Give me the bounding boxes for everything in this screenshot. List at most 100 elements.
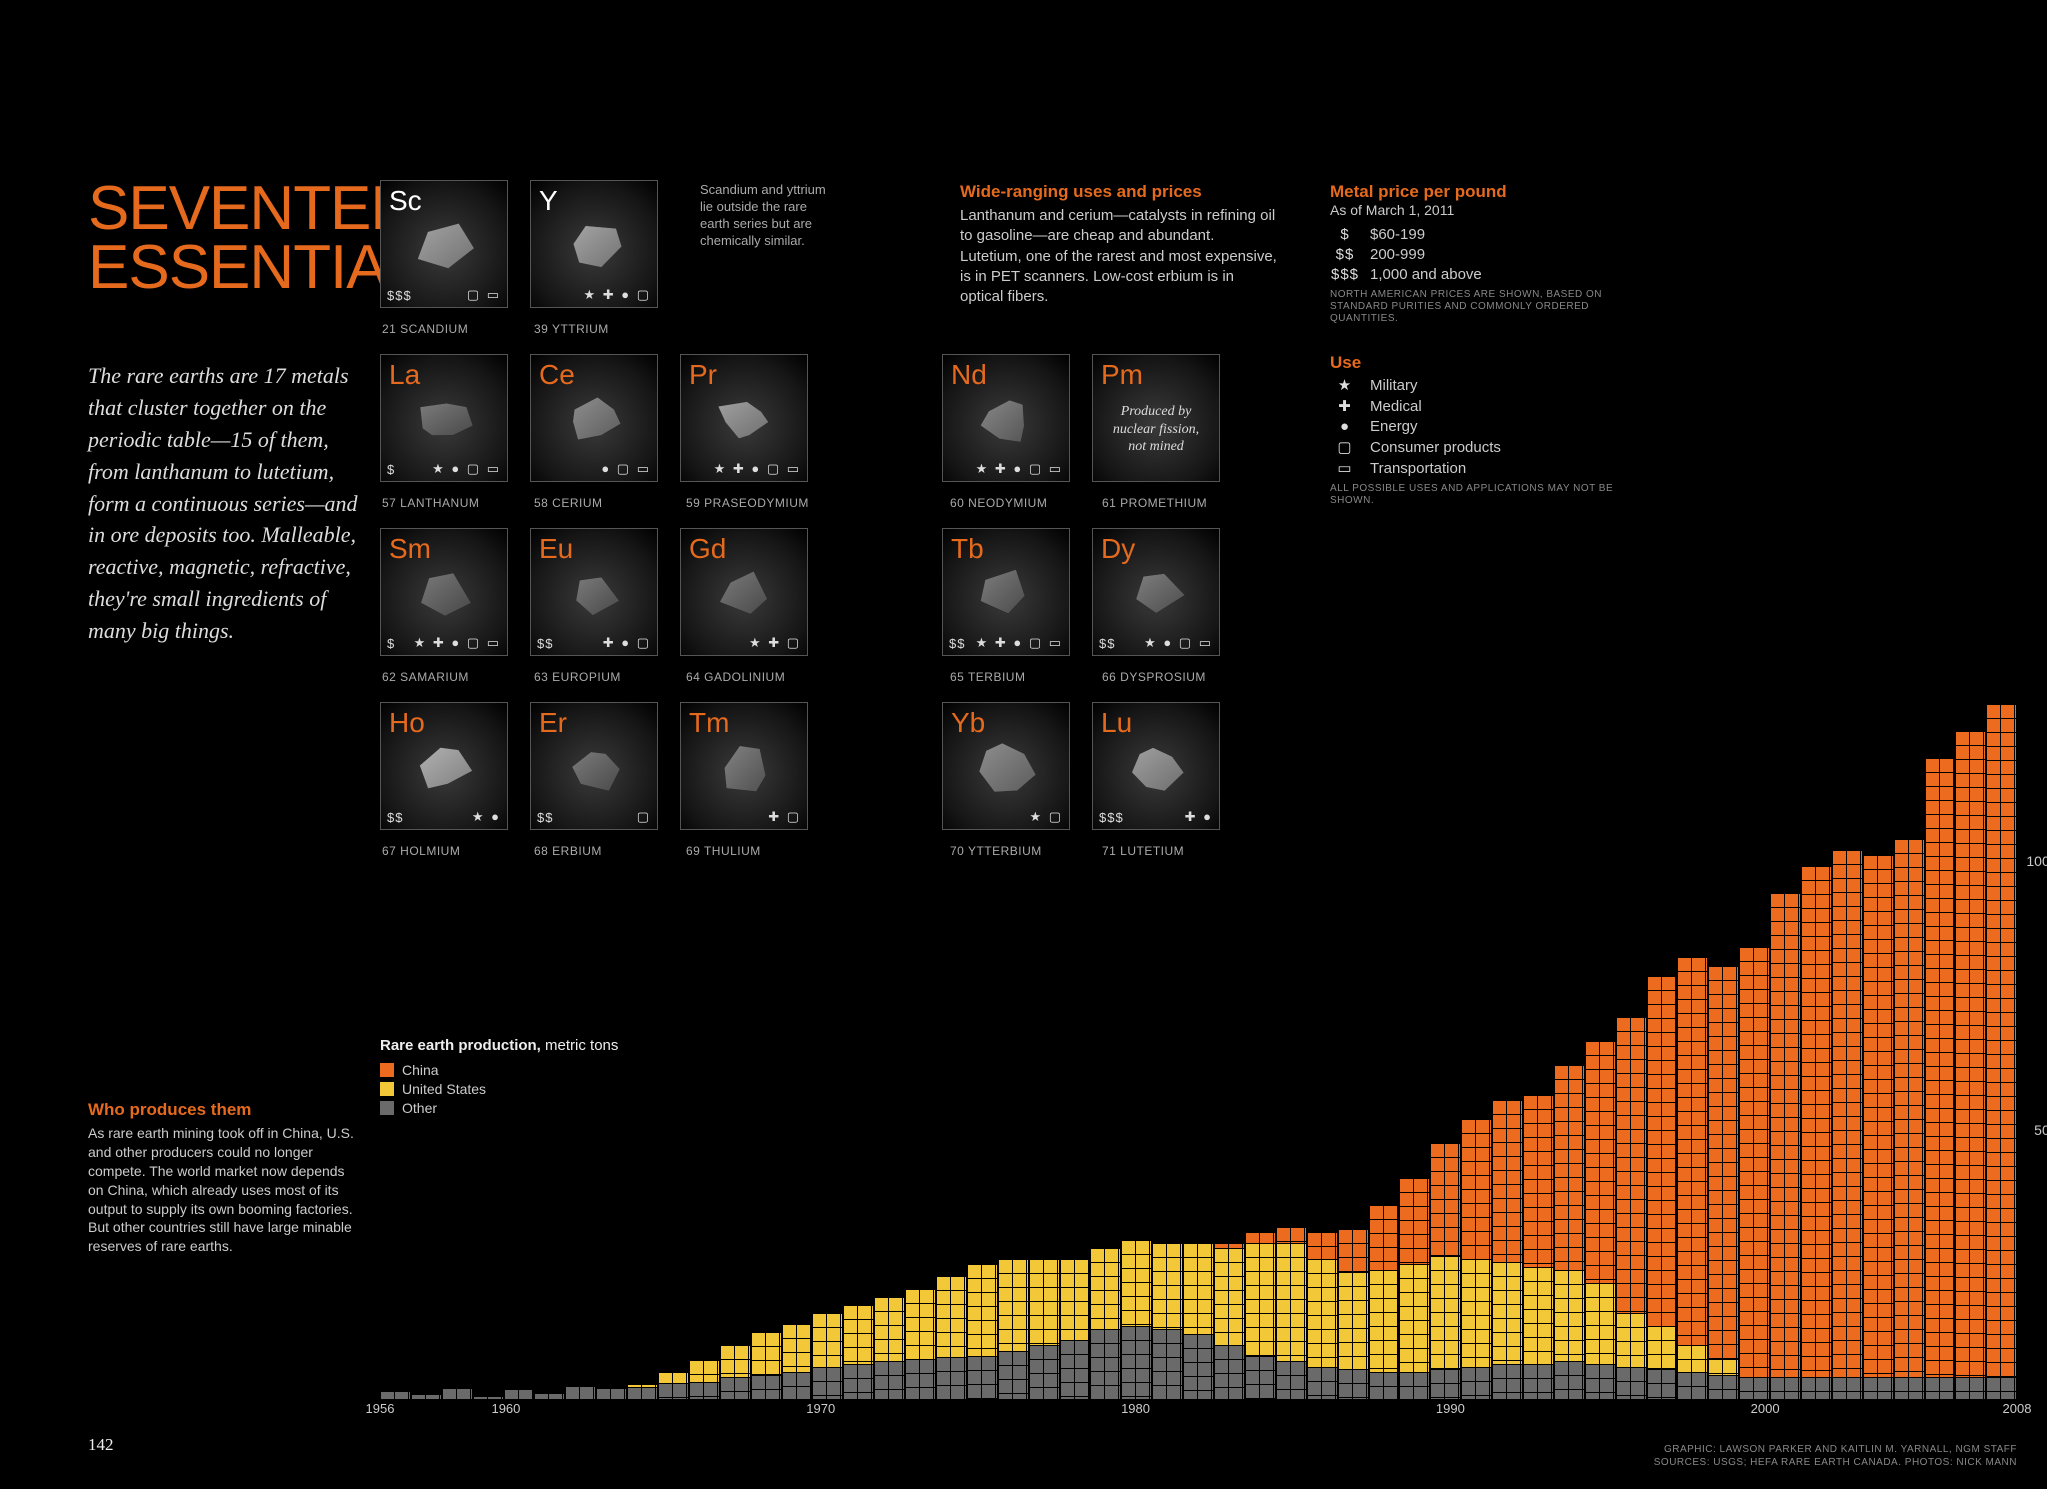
bar-segment-other	[1801, 1377, 1831, 1399]
element-card-tb: Tb$$★ ✚ ● ▢ ▭	[942, 528, 1070, 656]
production-chart: Rare earth production, metric tons China…	[380, 1059, 2017, 1419]
price-legend-sub: As of March 1, 2011	[1330, 202, 1660, 218]
year-bar	[905, 1289, 935, 1399]
year-bar	[1121, 1240, 1151, 1399]
year-bar	[596, 1388, 626, 1399]
year-bar	[411, 1394, 441, 1399]
year-bar	[442, 1388, 472, 1399]
bar-segment-other	[936, 1357, 966, 1399]
bar-segment-china	[1523, 1095, 1553, 1267]
year-bar	[1554, 1065, 1584, 1399]
price-tier: $$60-199	[1330, 226, 1660, 243]
price-tier-label: $60-199	[1370, 226, 1425, 243]
year-bar	[1801, 866, 1831, 1399]
year-bar	[1060, 1259, 1090, 1399]
mineral-icon	[959, 385, 1053, 455]
bar-segment-other	[874, 1361, 904, 1399]
bar-segment-usa	[1183, 1243, 1213, 1335]
badge-row: ● ▢ ▭	[537, 461, 651, 477]
use-icon: ★	[1330, 376, 1360, 394]
element-card-eu: Eu$$✚ ● ▢	[530, 528, 658, 656]
bar-segment-usa	[1647, 1326, 1677, 1369]
year-bar	[565, 1386, 595, 1399]
price-tier: $$$1,000 and above	[1330, 266, 1660, 283]
mineral-icon	[397, 211, 491, 281]
use-legend-item: ✚Medical	[1330, 397, 1660, 415]
bar-segment-other	[1677, 1372, 1707, 1399]
bar-segment-other	[1708, 1375, 1738, 1399]
intro-text: The rare earths are 17 metals that clust…	[88, 360, 368, 647]
use-legend-item: ▢ Consumer products	[1330, 438, 1660, 456]
bar-segment-usa	[720, 1345, 750, 1377]
bar-segment-other	[1832, 1377, 1862, 1399]
price-badge: $$$	[387, 288, 412, 303]
bar-segment-other	[1338, 1369, 1368, 1399]
bar-segment-other	[1955, 1377, 1985, 1399]
bar-segment-usa	[1399, 1264, 1429, 1372]
bar-segment-other	[1121, 1326, 1151, 1399]
badge-row: $$$▢ ▭	[387, 287, 501, 303]
bar-segment-other	[1554, 1361, 1584, 1399]
bar-segment-usa	[1214, 1248, 1244, 1345]
bar-segment-usa	[1461, 1259, 1491, 1367]
bar-segment-usa	[1029, 1259, 1059, 1345]
bar-segment-other	[1523, 1364, 1553, 1399]
bar-segment-other	[1090, 1329, 1120, 1399]
mineral-icon	[397, 385, 491, 455]
year-bar	[1739, 947, 1769, 1399]
bar-segment-usa	[843, 1305, 873, 1364]
use-legend-head: Use	[1330, 353, 1660, 373]
bar-segment-china	[1708, 966, 1738, 1359]
year-bar	[1029, 1259, 1059, 1399]
mineral-icon	[959, 559, 1053, 629]
bar-segment-china	[1770, 893, 1800, 1378]
year-bar	[380, 1391, 410, 1399]
dollar-icon: $$$	[1330, 266, 1360, 283]
price-badge: $	[387, 462, 395, 477]
year-bar	[1214, 1243, 1244, 1399]
price-badge: $	[387, 636, 395, 651]
bar-segment-usa	[1585, 1283, 1615, 1364]
year-bar	[874, 1297, 904, 1399]
use-label: Consumer products	[1370, 439, 1501, 456]
bar-segment-usa	[1554, 1270, 1584, 1362]
bar-segment-china	[1986, 704, 2016, 1377]
use-legend-list: ★Military✚Medical●Energy▢Consumer produc…	[1330, 376, 1660, 477]
bar-segment-other	[1461, 1367, 1491, 1399]
element-symbol: Pm	[1101, 359, 1143, 391]
bar-segment-other	[1585, 1364, 1615, 1399]
bar-segment-other	[998, 1351, 1028, 1399]
bar-segment-other	[627, 1387, 657, 1399]
bar-segment-china	[1399, 1178, 1429, 1264]
y-tick-label: 100,000	[2026, 853, 2047, 869]
use-badges: ★ ✚ ● ▢ ▭	[976, 635, 1063, 651]
bar-segment-china	[1677, 957, 1707, 1345]
element-card-pr: Pr★ ✚ ● ▢ ▭	[680, 354, 808, 482]
bar-segment-other	[534, 1393, 564, 1399]
bar-segment-china	[1307, 1232, 1337, 1259]
use-badges: ★ ✚ ● ▢ ▭	[976, 461, 1063, 477]
use-badges: ★ ✚ ● ▢ ▭	[414, 635, 501, 651]
element-caption: 59 PRASEODYMIUM	[686, 496, 814, 510]
bar-segment-china	[1430, 1143, 1460, 1256]
use-legend-item: ★Military	[1330, 376, 1660, 394]
year-bar	[812, 1313, 842, 1399]
bar-segment-other	[843, 1364, 873, 1399]
price-badge: $$	[949, 636, 965, 651]
element-card-ce: Ce● ▢ ▭	[530, 354, 658, 482]
bar-segment-usa	[1307, 1259, 1337, 1367]
bar-segment-other	[1152, 1329, 1182, 1399]
year-bar	[782, 1324, 812, 1399]
mineral-icon	[547, 559, 641, 629]
bar-segment-other	[1863, 1377, 1893, 1399]
use-icon: ▢	[1330, 438, 1360, 456]
element-note: Produced by nuclear fission, not mined	[1103, 403, 1209, 456]
use-badges: ● ▢ ▭	[601, 461, 651, 477]
mineral-icon	[697, 559, 791, 629]
bar-segment-other	[720, 1377, 750, 1399]
bar-segment-usa	[1245, 1243, 1275, 1356]
element-caption: 64 GADOLINIUM	[686, 670, 814, 684]
bar-segment-china	[1554, 1065, 1584, 1270]
bar-segment-other	[782, 1372, 812, 1399]
bar-segment-usa	[658, 1372, 688, 1383]
